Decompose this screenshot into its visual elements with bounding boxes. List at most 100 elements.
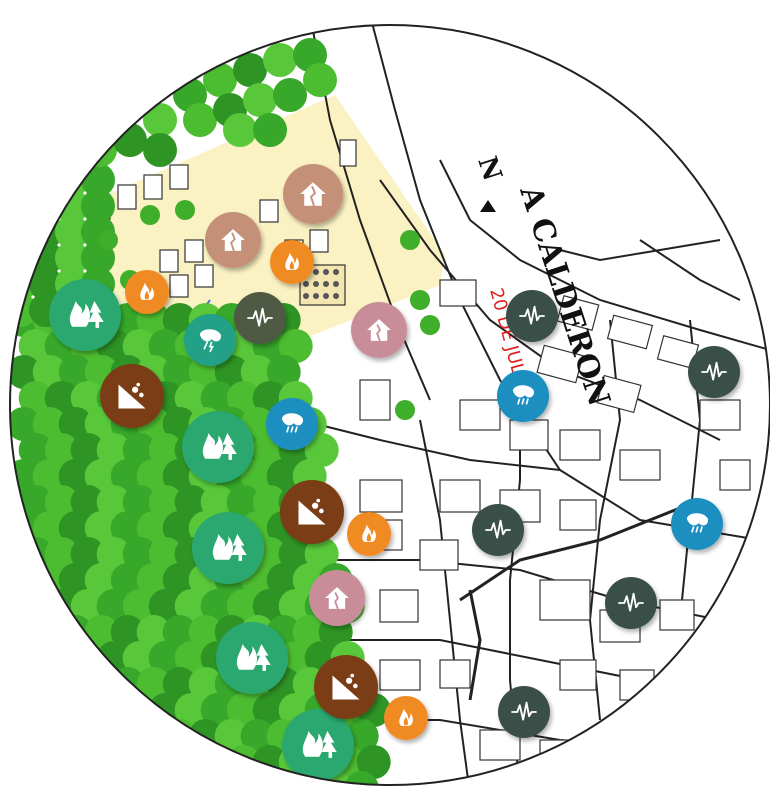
hazard-marker[interactable] xyxy=(472,504,524,556)
tree-cluster xyxy=(70,537,105,571)
tree-cluster xyxy=(96,589,131,623)
tree-cluster xyxy=(266,771,301,785)
tree-cluster xyxy=(122,433,157,467)
tree-cluster xyxy=(70,485,105,519)
tree-cluster xyxy=(70,693,105,727)
tree-cluster xyxy=(240,719,275,753)
tree-cluster xyxy=(84,459,119,493)
hazard-marker[interactable] xyxy=(125,270,169,314)
tree-cluster xyxy=(136,719,171,753)
tree-cluster xyxy=(122,745,157,779)
hazard-marker[interactable] xyxy=(182,411,254,483)
hazard-marker[interactable] xyxy=(184,314,236,366)
tree-cluster xyxy=(174,589,209,623)
tree-cluster xyxy=(96,537,131,571)
tree-cluster xyxy=(214,355,249,389)
hazard-marker[interactable] xyxy=(497,370,549,422)
hazard-marker[interactable] xyxy=(351,302,407,358)
tree-cluster xyxy=(32,355,67,389)
tree-cluster xyxy=(122,537,157,571)
tree-cluster xyxy=(292,615,327,649)
tree-cluster xyxy=(18,589,53,623)
tree-cluster xyxy=(136,511,171,545)
tree-cluster xyxy=(122,641,157,675)
hazard-marker[interactable] xyxy=(282,709,354,781)
tree-cluster xyxy=(162,511,197,545)
hazard-marker[interactable] xyxy=(309,570,365,626)
tree xyxy=(98,230,118,250)
tree-cluster xyxy=(55,241,89,275)
hazard-marker[interactable] xyxy=(216,622,288,694)
hazard-marker[interactable] xyxy=(314,655,378,719)
tree-cluster xyxy=(174,485,209,519)
tree-cluster xyxy=(58,667,93,701)
tree-cluster xyxy=(136,667,171,701)
tree-cluster xyxy=(110,615,145,649)
tree-cluster xyxy=(278,537,313,571)
tree-cluster xyxy=(162,667,197,701)
tree-cluster xyxy=(84,719,119,753)
tree-cluster xyxy=(32,771,67,785)
tree-cluster xyxy=(55,215,89,249)
tree-cluster xyxy=(252,589,287,623)
hazard-marker[interactable] xyxy=(49,279,121,351)
tree-cluster xyxy=(148,485,183,519)
tree-cluster xyxy=(29,267,63,301)
hazard-marker[interactable] xyxy=(234,292,286,344)
tree-cluster xyxy=(10,771,41,785)
hazard-marker[interactable] xyxy=(205,212,261,268)
tree-cluster xyxy=(136,459,171,493)
hazard-marker[interactable] xyxy=(384,696,428,740)
hazard-marker[interactable] xyxy=(671,498,723,550)
hazard-marker[interactable] xyxy=(283,164,343,224)
tree-cluster xyxy=(70,433,105,467)
marker-disc xyxy=(314,655,378,719)
tree-cluster xyxy=(240,459,275,493)
tree-cluster xyxy=(84,615,119,649)
tree-cluster xyxy=(84,667,119,701)
hazard-marker[interactable] xyxy=(266,398,318,450)
tree-cluster xyxy=(174,693,209,727)
tree-cluster xyxy=(148,537,183,571)
tree xyxy=(400,230,420,250)
tree-cluster xyxy=(18,433,53,467)
tree-cluster xyxy=(29,189,63,223)
tree-cluster xyxy=(44,693,79,727)
tree-cluster xyxy=(44,641,79,675)
tree-cluster xyxy=(143,103,177,137)
tree-cluster xyxy=(214,771,249,785)
hazard-marker[interactable] xyxy=(347,512,391,556)
hazard-marker[interactable] xyxy=(100,364,164,428)
tree-cluster xyxy=(18,745,53,779)
tree-cluster xyxy=(253,113,287,147)
hazard-marker[interactable] xyxy=(605,577,657,629)
tree-cluster xyxy=(174,641,209,675)
tree-cluster xyxy=(243,83,277,117)
tree-cluster xyxy=(266,459,301,493)
tree-cluster xyxy=(344,771,379,785)
hazard-marker[interactable] xyxy=(270,240,314,284)
tree-cluster xyxy=(273,78,307,112)
tree-cluster xyxy=(148,641,183,675)
tree-cluster xyxy=(162,771,197,785)
tree-cluster xyxy=(188,771,223,785)
tree-cluster xyxy=(32,719,67,753)
tree-cluster xyxy=(304,537,339,571)
tree-cluster xyxy=(10,719,41,753)
tree-cluster xyxy=(188,667,223,701)
tree-cluster xyxy=(148,433,183,467)
hazard-marker[interactable] xyxy=(506,290,558,342)
tree-cluster xyxy=(143,133,177,167)
tree xyxy=(175,200,195,220)
hazard-marker[interactable] xyxy=(688,346,740,398)
tree-cluster xyxy=(10,563,41,597)
hazard-marker[interactable] xyxy=(498,686,550,738)
map-boundary xyxy=(9,24,770,786)
tree-cluster xyxy=(356,745,391,779)
hazard-marker[interactable] xyxy=(280,480,344,544)
tree-cluster xyxy=(266,355,301,389)
hazard-marker[interactable] xyxy=(192,512,264,584)
tree-cluster xyxy=(32,459,67,493)
tree-cluster xyxy=(110,459,145,493)
